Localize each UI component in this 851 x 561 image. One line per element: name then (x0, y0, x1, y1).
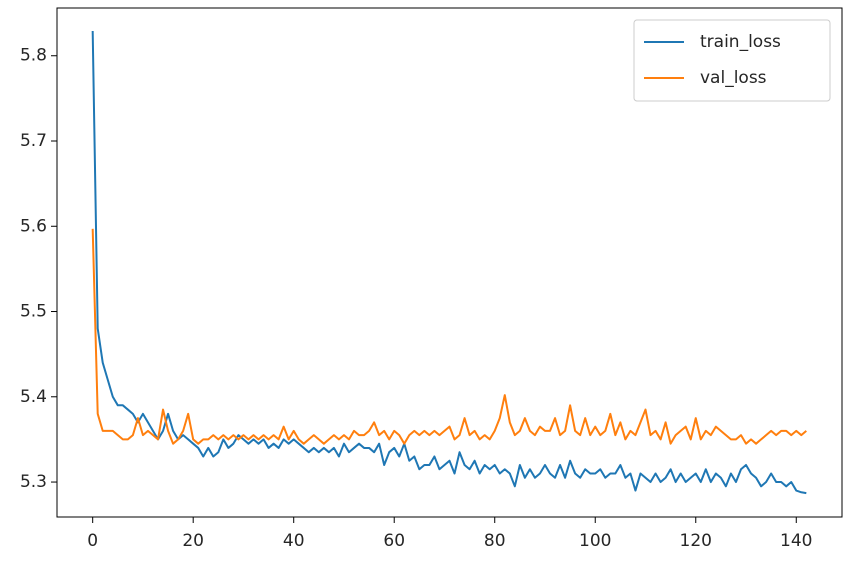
y-tick-label: 5.8 (20, 46, 47, 66)
line-series (91, 228, 807, 445)
plot-frame (56, 7, 843, 518)
legend-box (633, 19, 831, 102)
x-tick-label: 80 (484, 531, 506, 551)
y-tick-label: 5.6 (20, 216, 47, 236)
legend-label: val_loss (700, 68, 767, 88)
x-tick-label: 60 (383, 531, 405, 551)
x-tick-label: 0 (87, 531, 98, 551)
x-tick-label: 100 (579, 531, 611, 551)
x-tick-label: 140 (780, 531, 812, 551)
x-tick-label: 20 (182, 531, 204, 551)
legend-label: train_loss (700, 32, 781, 52)
y-tick-label: 5.5 (20, 302, 47, 322)
x-tick-label: 40 (283, 531, 305, 551)
y-tick-label: 5.3 (20, 472, 47, 492)
y-tick-label: 5.4 (20, 387, 47, 407)
line-series (91, 31, 807, 495)
x-tick-label: 120 (680, 531, 712, 551)
y-tick-label: 5.7 (20, 131, 47, 151)
